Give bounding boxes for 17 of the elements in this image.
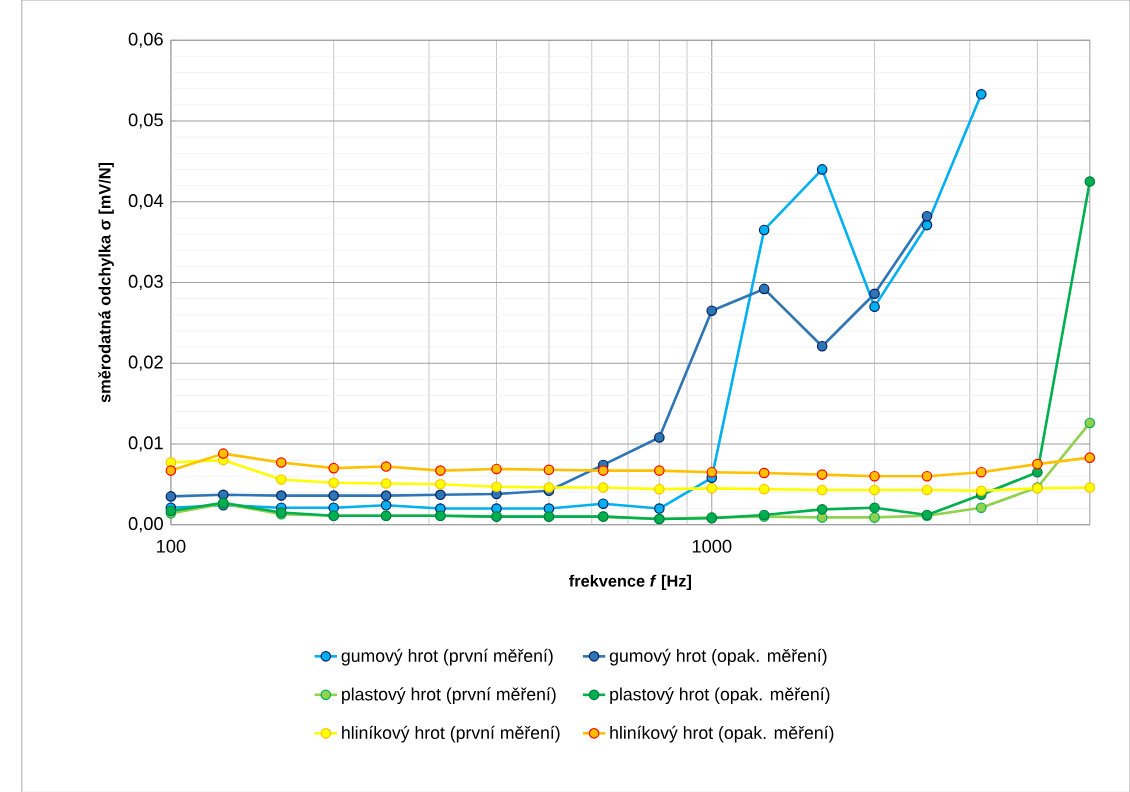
legend-label: hliníkový hrot (první měření) — [342, 725, 560, 743]
y-tick-label: 0,03 — [128, 274, 163, 290]
y-axis-title: směrodatná odchylka σ [mV/N] — [98, 162, 114, 403]
x-tick-label: 100 — [157, 539, 186, 553]
legend-label: plastový hrot (první měření) — [342, 687, 556, 704]
x-tick-label: 1000 — [692, 539, 732, 553]
legend-label: gumový hrot (první měření) — [341, 648, 553, 666]
x-axis-title: frekvence f [Hz] — [569, 574, 691, 590]
y-tick-label: 0,05 — [128, 113, 163, 129]
legend-label: plastový hrot (opak. měření) — [610, 687, 830, 704]
y-tick-label: 0,01 — [128, 436, 163, 452]
y-tick-label: 0,06 — [128, 32, 163, 48]
legend-label: hliníkový hrot (opak. měření) — [610, 725, 834, 743]
y-tick-label: 0,02 — [128, 355, 163, 371]
y-tick-label: 0,00 — [128, 516, 163, 533]
legend-label: gumový hrot (opak. měření) — [609, 648, 827, 666]
y-tick-label: 0,04 — [128, 193, 164, 210]
